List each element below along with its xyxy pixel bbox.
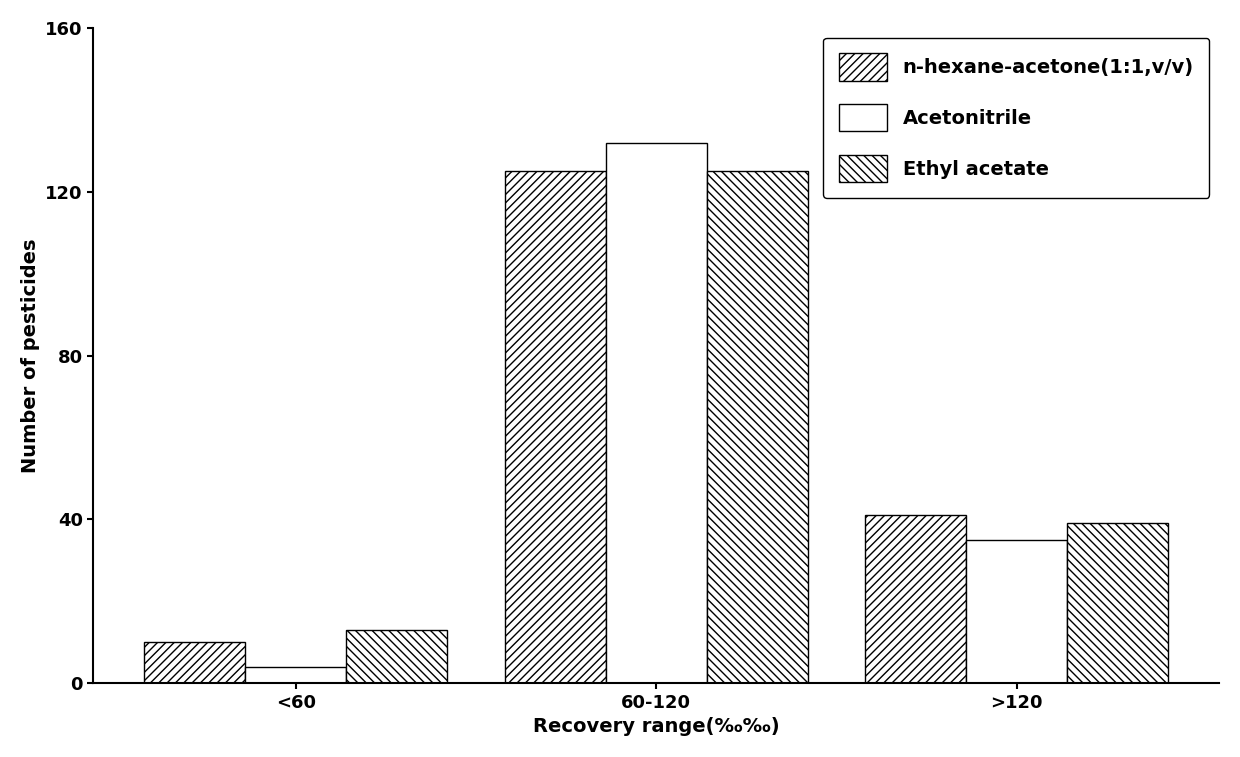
Bar	[966, 540, 1068, 684]
X-axis label: Recovery range(‰‰): Recovery range(‰‰)	[533, 717, 780, 736]
Bar	[145, 642, 246, 684]
Bar	[606, 142, 707, 684]
Y-axis label: Number of pesticides: Number of pesticides	[21, 238, 40, 473]
Bar	[346, 630, 448, 684]
Bar	[505, 171, 606, 684]
Bar	[246, 667, 346, 684]
Bar	[707, 171, 807, 684]
Bar	[1068, 523, 1168, 684]
Legend: n-hexane-acetone(1:1,v/v), Acetonitrile, Ethyl acetate: n-hexane-acetone(1:1,v/v), Acetonitrile,…	[823, 38, 1209, 198]
Bar	[866, 516, 966, 684]
